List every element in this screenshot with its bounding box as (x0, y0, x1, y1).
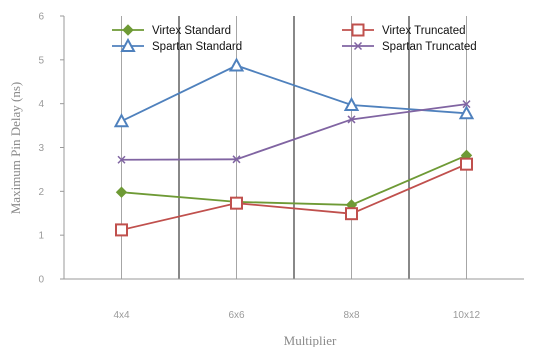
series-line-virtex-truncated (121, 163, 467, 231)
data-point-virtex-truncated (230, 196, 243, 210)
series-spartan-standard (113, 57, 475, 128)
x-ticks: 4x4 6x6 8x8 10x12 (113, 310, 480, 321)
y-ticks: 0 1 2 3 4 5 6 (38, 12, 64, 286)
legend-label: Virtex Standard (152, 25, 231, 37)
data-point-spartan-standard (343, 96, 360, 111)
legend-label: Spartan Standard (152, 41, 242, 53)
legend-marker (122, 24, 134, 36)
data-point-spartan-truncated (117, 155, 126, 164)
legend-marker (351, 23, 365, 37)
plot-area: 0 1 2 3 4 5 6 4x4 6x6 8x8 10x12 (38, 12, 524, 321)
data-point-virtex-standard (115, 186, 128, 198)
gridlines (121, 16, 467, 279)
legend-label: Virtex Truncated (382, 25, 466, 37)
x-tick-label: 4x4 (113, 310, 130, 321)
y-tick-label: 3 (38, 143, 44, 154)
y-tick-label: 0 (38, 275, 44, 286)
legend-item-virtex-standard: Virtex Standard (112, 24, 231, 37)
data-point-spartan-standard (228, 57, 245, 72)
x-tick-label: 8x8 (343, 310, 360, 321)
legend: Virtex Standard Virtex Truncated Spartan S… (112, 23, 477, 53)
x-tick-label: 10x12 (453, 310, 481, 321)
data-point-spartan-truncated (462, 100, 471, 109)
data-point-spartan-standard (458, 105, 475, 120)
legend-item-spartan-standard: Spartan Standard (112, 37, 242, 53)
y-tick-label: 5 (38, 55, 44, 66)
legend-marker (120, 37, 136, 52)
data-point-spartan-truncated (232, 155, 241, 164)
legend-label: Spartan Truncated (382, 41, 477, 53)
y-tick-label: 1 (38, 231, 44, 242)
x-tick-label: 6x6 (228, 310, 245, 321)
y-tick-label: 2 (38, 187, 44, 198)
series-spartan-truncated (117, 100, 471, 164)
y-tick-label: 6 (38, 12, 44, 23)
series-line-spartan-standard (121, 64, 467, 123)
data-point-spartan-standard (113, 113, 130, 128)
data-point-virtex-truncated (345, 207, 358, 221)
series-layer (113, 57, 475, 237)
series-line-virtex-standard (121, 154, 467, 206)
legend-marker (353, 41, 363, 51)
data-point-virtex-truncated (115, 223, 128, 237)
y-tick-label: 4 (38, 99, 44, 110)
y-axis-title: Maximum Pin Delay (ns) (8, 82, 23, 215)
legend-item-virtex-truncated: Virtex Truncated (342, 23, 466, 37)
series-virtex-truncated (115, 157, 473, 237)
data-point-virtex-truncated (460, 157, 473, 171)
legend-item-spartan-truncated: Spartan Truncated (342, 41, 477, 53)
x-axis-title: Multiplier (284, 333, 337, 347)
data-point-spartan-truncated (347, 115, 356, 124)
series-line-spartan-truncated (121, 103, 467, 161)
